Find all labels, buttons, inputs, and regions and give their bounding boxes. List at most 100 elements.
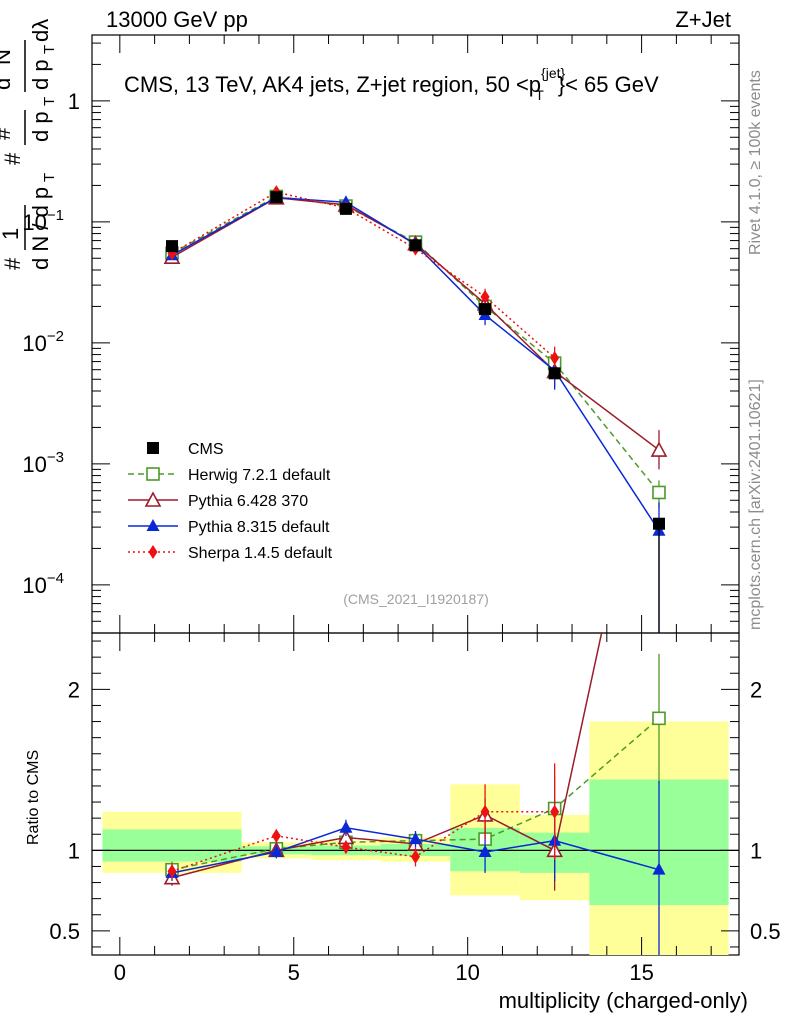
legend-marker — [144, 491, 162, 507]
main-y-tick-label: 10−3 — [22, 449, 64, 477]
ratio-point-pythia8 — [339, 820, 353, 833]
legend-label: Pythia 8.315 default — [188, 519, 330, 536]
legend-marker — [146, 467, 160, 481]
series-line-sherpa — [171, 191, 556, 359]
data-point-cms — [548, 367, 561, 380]
data-point-cms — [479, 303, 492, 316]
x-tick-label: 5 — [288, 960, 300, 985]
svg-text:dλ: dλ — [28, 19, 53, 42]
ratio-ylabel: Ratio to CMS — [25, 750, 42, 845]
svg-text:#: # — [0, 152, 25, 165]
svg-text:#: # — [0, 257, 25, 270]
ratio-point-pythia8 — [269, 844, 283, 857]
svg-text:d: d — [0, 78, 15, 90]
legend-marker — [146, 519, 160, 531]
ratio-point-sherpa — [271, 828, 281, 843]
mcplots-label: mcplots.cern.ch [arXiv:2401.10621] — [747, 379, 764, 630]
legend-marker — [147, 442, 159, 454]
ratio-point-sherpa — [341, 840, 351, 855]
data-point-cms — [652, 517, 665, 530]
svg-text:N: N — [0, 49, 15, 65]
ratio-point-pythia8 — [478, 844, 492, 857]
legend-label: Herwig 7.2.1 default — [188, 467, 331, 484]
x-axis-label: multiplicity (charged-only) — [499, 988, 748, 1013]
main-y-tick-label: 10−1 — [22, 207, 64, 235]
svg-text:d p: d p — [28, 59, 53, 90]
data-point-herwig — [652, 485, 666, 500]
series-pythia6 — [163, 189, 668, 470]
data-point-cms — [166, 240, 179, 253]
ratio-point-herwig — [652, 711, 666, 726]
ratio-point-sherpa — [411, 849, 420, 864]
ratio-plot-frame — [91, 632, 740, 956]
ratio-y-tick-label: 0.5 — [49, 919, 80, 944]
legend-item-pythia8: Pythia 8.315 default — [128, 519, 330, 536]
ratio-y-tick-label-right: 2 — [750, 677, 762, 702]
x-tick-label: 0 — [114, 960, 126, 985]
legend-label: Sherpa 1.4.5 default — [188, 545, 333, 562]
title-sub: T — [535, 87, 544, 103]
svg-text:T: T — [41, 45, 58, 54]
main-plot-frame — [91, 34, 740, 634]
tick-base: 10 — [22, 573, 46, 598]
svg-text:2: 2 — [0, 67, 4, 75]
main-y-tick-label: 1 — [68, 89, 80, 114]
legend-label: Pythia 6.428 370 — [188, 493, 308, 510]
data-point-cms — [339, 202, 352, 215]
svg-text:d N / d p: d N / d p — [28, 187, 53, 270]
ratio-series-sherpa — [167, 763, 560, 880]
svg-text:d p: d p — [28, 111, 53, 142]
tick-exponent: −2 — [47, 328, 64, 345]
ratio-point-sherpa — [167, 864, 177, 879]
header-left: 13000 GeV pp — [106, 7, 248, 32]
title-main: CMS, 13 TeV, AK4 jets, Z+jet region, 50 … — [124, 72, 541, 97]
main-ylabel: # 1 d N / d p T # # d p T d 2 N d p T dλ — [0, 19, 58, 270]
rivet-label: Rivet 4.1.0, ≥ 100k events — [747, 70, 764, 255]
ratio-point-pythia8 — [652, 862, 666, 875]
data-point-pythia6 — [650, 441, 668, 457]
ratio-series-group — [163, 632, 666, 955]
svg-text:T: T — [41, 97, 58, 106]
legend-item-cms: CMS — [147, 441, 224, 458]
main-y-tick-label: 10−4 — [22, 570, 64, 598]
legend-item-pythia6: Pythia 6.428 370 — [128, 491, 308, 510]
data-point-cms — [409, 239, 422, 252]
title-tail: }< 65 GeV — [558, 72, 659, 97]
ratio-point-pythia8 — [409, 832, 422, 845]
tick-base: 10 — [22, 210, 46, 235]
ratio-axis-ticks: 0.5 0.5 1 1 2 2 0 5 10 15 — [49, 633, 781, 985]
tick-exponent: −3 — [47, 449, 64, 466]
ratio-line-sherpa — [171, 810, 555, 872]
legend: CMS Herwig 7.2.1 default Pythia 6.428 370 P… — [128, 441, 333, 562]
data-point-sherpa — [550, 350, 560, 365]
x-tick-label: 15 — [629, 960, 653, 985]
main-y-tick-label: 10−2 — [22, 328, 64, 356]
ratio-y-tick-label-right: 1 — [750, 838, 762, 863]
title-sup: {jet} — [541, 65, 565, 81]
ratio-y-tick-label-right: 0.5 — [750, 919, 781, 944]
legend-label: CMS — [188, 441, 224, 458]
header-right: Z+Jet — [675, 7, 731, 32]
analysis-watermark: (CMS_2021_I1920187) — [343, 591, 489, 607]
ratio-y-tick-label: 1 — [68, 838, 80, 863]
plot-title: CMS, 13 TeV, AK4 jets, Z+jet region, 50 … — [124, 65, 659, 103]
series-pythia8 — [165, 190, 666, 633]
tick-exponent: −1 — [47, 207, 64, 224]
svg-text:T: T — [41, 173, 58, 182]
tick-base: 10 — [22, 452, 46, 477]
svg-text:#: # — [0, 127, 15, 140]
ratio-point-sherpa — [550, 804, 560, 819]
main-axis-ticks: 10−410−310−210−11 — [22, 35, 739, 634]
legend-marker — [148, 545, 158, 559]
legend-item-herwig: Herwig 7.2.1 default — [128, 467, 331, 484]
series-cms — [166, 191, 665, 633]
tick-exponent: −4 — [47, 570, 64, 587]
main-series-group — [163, 185, 668, 633]
data-point-sherpa — [480, 289, 490, 304]
data-point-cms — [270, 191, 283, 204]
svg-text:1: 1 — [0, 228, 23, 240]
ratio-band-green — [102, 829, 242, 862]
ratio-y-tick-label: 2 — [68, 677, 80, 702]
x-tick-label: 10 — [455, 960, 479, 985]
